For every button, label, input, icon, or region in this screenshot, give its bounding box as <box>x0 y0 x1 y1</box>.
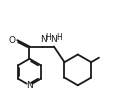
Text: H: H <box>45 33 51 42</box>
Text: N: N <box>26 81 33 90</box>
Text: H: H <box>56 33 62 42</box>
Text: O: O <box>9 36 16 45</box>
Text: N: N <box>51 35 57 44</box>
Text: N: N <box>40 35 47 44</box>
